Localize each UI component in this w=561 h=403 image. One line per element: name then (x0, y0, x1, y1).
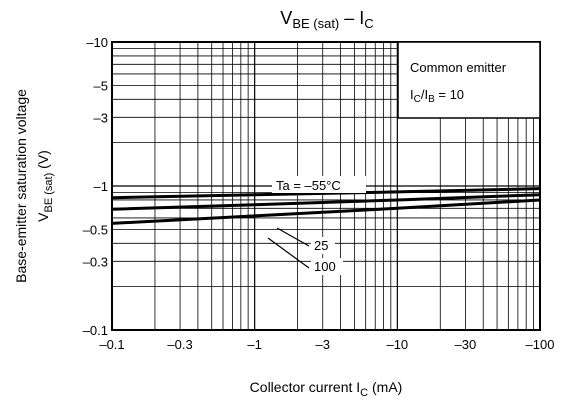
curve-labels: Ta = –55°C 25 100 (267, 176, 366, 275)
label-25-background (311, 237, 335, 254)
label-55-background (272, 176, 366, 193)
y-tick-label: –5 (94, 78, 108, 93)
label-100: 100 (314, 259, 336, 274)
y-tick-labels: –0.1 –0.3 –0.5 –1 –3 –5 –10 (83, 35, 108, 338)
series-group (111, 187, 541, 225)
y-tick-label: –0.1 (83, 323, 108, 338)
legend-line-2: IC/IB = 10 (410, 87, 464, 105)
plot-frame (111, 41, 541, 331)
label-100-background (311, 258, 343, 275)
label-25: 25 (314, 238, 328, 253)
y-tick-label: –0.5 (83, 222, 108, 237)
legend-line-1: Common emitter (410, 60, 507, 75)
series-line-3 (111, 198, 541, 225)
chart-title: VBE (sat) – IC (280, 8, 373, 31)
y-axis-label-line2: VBE (sat) (V) (35, 150, 55, 222)
x-tick-label: –1 (247, 337, 261, 352)
y-tick-label: –3 (94, 110, 108, 125)
y-tick-label: –0.3 (83, 254, 108, 269)
x-tick-label: –100 (526, 337, 555, 352)
legend-frame (397, 41, 541, 119)
y-axis-label-line1: Base-emitter saturation voltage (13, 89, 29, 283)
y-tick-label: –10 (86, 35, 108, 50)
x-tick-labels: –0.1 –0.3 –1 –3 –10 –30 –100 (99, 337, 554, 352)
x-tick-label: –10 (386, 337, 408, 352)
leader-line-25 (276, 227, 310, 247)
leader-line-100 (267, 237, 310, 269)
series-line-2 (111, 193, 541, 211)
x-axis-label: Collector current IC (mA) (250, 379, 403, 399)
series-line-1 (111, 187, 541, 200)
legend-box: Common emitter IC/IB = 10 (397, 41, 541, 119)
x-tick-label: –0.1 (99, 337, 124, 352)
y-tick-label: –1 (94, 179, 108, 194)
x-tick-label: –3 (316, 337, 330, 352)
x-tick-label: –0.3 (167, 337, 192, 352)
label-ta-minus-55: Ta = –55°C (276, 178, 341, 193)
x-tick-label: –30 (455, 337, 477, 352)
